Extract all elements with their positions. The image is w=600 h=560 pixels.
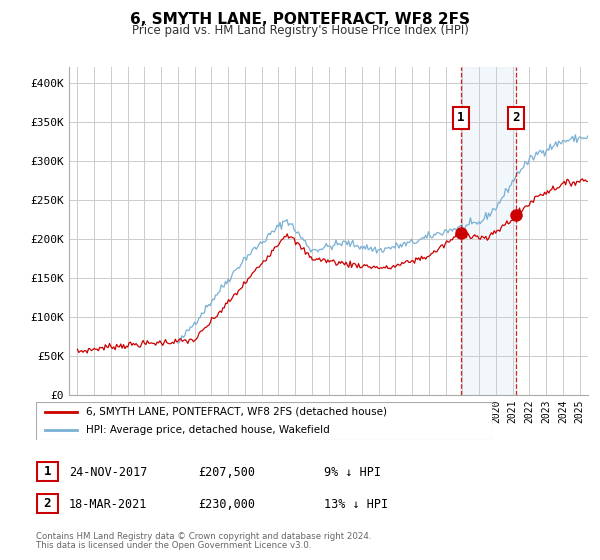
Text: 2: 2 xyxy=(512,111,520,124)
Bar xyxy=(461,67,516,395)
Text: 24-NOV-2017: 24-NOV-2017 xyxy=(69,465,148,479)
Text: 1: 1 xyxy=(457,111,464,124)
Text: 6, SMYTH LANE, PONTEFRACT, WF8 2FS (detached house): 6, SMYTH LANE, PONTEFRACT, WF8 2FS (deta… xyxy=(86,407,387,417)
FancyBboxPatch shape xyxy=(37,494,58,513)
Text: 9% ↓ HPI: 9% ↓ HPI xyxy=(324,465,381,479)
Text: 1: 1 xyxy=(44,465,51,478)
Text: HPI: Average price, detached house, Wakefield: HPI: Average price, detached house, Wake… xyxy=(86,425,330,435)
Text: Price paid vs. HM Land Registry's House Price Index (HPI): Price paid vs. HM Land Registry's House … xyxy=(131,24,469,38)
Text: Contains HM Land Registry data © Crown copyright and database right 2024.: Contains HM Land Registry data © Crown c… xyxy=(36,532,371,541)
Text: 13% ↓ HPI: 13% ↓ HPI xyxy=(324,497,388,511)
Text: 6, SMYTH LANE, PONTEFRACT, WF8 2FS: 6, SMYTH LANE, PONTEFRACT, WF8 2FS xyxy=(130,12,470,27)
FancyBboxPatch shape xyxy=(36,402,492,440)
Text: 18-MAR-2021: 18-MAR-2021 xyxy=(69,497,148,511)
Text: This data is licensed under the Open Government Licence v3.0.: This data is licensed under the Open Gov… xyxy=(36,542,311,550)
FancyBboxPatch shape xyxy=(37,462,58,481)
Text: £230,000: £230,000 xyxy=(198,497,255,511)
Text: £207,500: £207,500 xyxy=(198,465,255,479)
Text: 2: 2 xyxy=(44,497,51,510)
